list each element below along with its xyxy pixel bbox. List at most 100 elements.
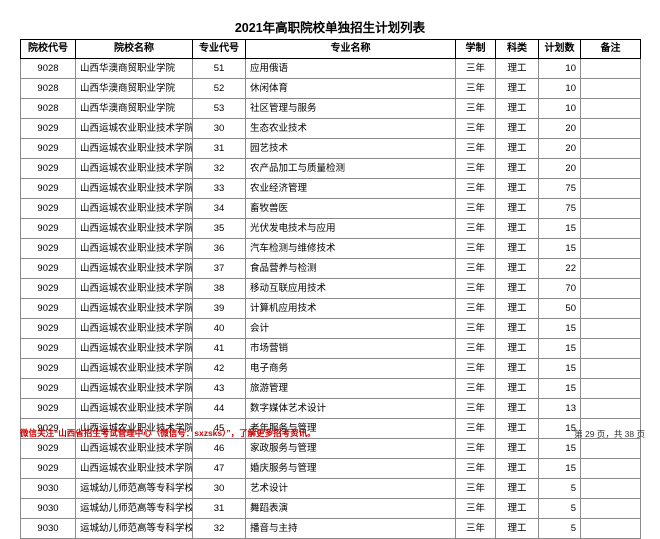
cell-remark	[580, 218, 641, 239]
cell-plan-count: 13	[538, 398, 581, 419]
cell-duration: 三年	[455, 178, 496, 199]
cell-major-name: 会计	[245, 318, 456, 339]
cell-school-name: 山西运城农业职业技术学院	[75, 298, 193, 319]
cell-category: 理工	[495, 518, 539, 539]
cell-school-name: 山西运城农业职业技术学院	[75, 278, 193, 299]
column-header-major-name: 专业名称	[245, 39, 456, 59]
cell-remark	[580, 178, 641, 199]
cell-school-code: 9028	[20, 58, 76, 79]
cell-plan-count: 75	[538, 198, 581, 219]
wechat-follow-note: 微信关注“山西省招生考试管理中心（微信号：sxzsks）”，了解更多招考资讯。	[20, 428, 316, 438]
table-row: 9029 山西运城农业职业技术学院 40 会计 三年 理工 15	[20, 318, 641, 339]
cell-school-code: 9028	[20, 98, 76, 119]
cell-category: 理工	[495, 458, 539, 479]
cell-major-code: 32	[192, 158, 246, 179]
cell-duration: 三年	[455, 278, 496, 299]
cell-duration: 三年	[455, 198, 496, 219]
cell-remark	[580, 398, 641, 419]
cell-school-code: 9029	[20, 238, 76, 259]
cell-plan-count: 50	[538, 298, 581, 319]
cell-remark	[580, 58, 641, 79]
cell-major-name: 农产品加工与质量检测	[245, 158, 456, 179]
cell-major-code: 31	[192, 498, 246, 519]
table-row: 9029 山西运城农业职业技术学院 39 计算机应用技术 三年 理工 50	[20, 298, 641, 319]
cell-remark	[580, 98, 641, 119]
cell-major-code: 42	[192, 358, 246, 379]
cell-plan-count: 15	[538, 458, 581, 479]
cell-school-code: 9030	[20, 518, 76, 539]
cell-remark	[580, 298, 641, 319]
cell-duration: 三年	[455, 418, 496, 439]
cell-duration: 三年	[455, 118, 496, 139]
cell-duration: 三年	[455, 238, 496, 259]
table-row: 9029 山西运城农业职业技术学院 38 移动互联应用技术 三年 理工 70	[20, 278, 641, 299]
cell-major-code: 43	[192, 378, 246, 399]
cell-duration: 三年	[455, 218, 496, 239]
page-number-label: 第 29 页，共 38 页	[574, 429, 645, 439]
cell-major-code: 30	[192, 118, 246, 139]
table-row: 9029 山西运城农业职业技术学院 47 婚庆服务与管理 三年 理工 15	[20, 458, 641, 479]
cell-category: 理工	[495, 258, 539, 279]
plan-table-container: 院校代号 院校名称 专业代号 专业名称 学制 科类 计划数 备注 9028 山西华…	[20, 39, 641, 539]
table-row: 9029 山西运城农业职业技术学院 33 农业经济管理 三年 理工 75	[20, 178, 641, 199]
cell-major-name: 农业经济管理	[245, 178, 456, 199]
cell-major-code: 41	[192, 338, 246, 359]
cell-school-code: 9029	[20, 178, 76, 199]
cell-school-name: 运城幼儿师范高等专科学校	[75, 518, 193, 539]
cell-plan-count: 15	[538, 338, 581, 359]
cell-duration: 三年	[455, 378, 496, 399]
cell-school-name: 山西运城农业职业技术学院	[75, 198, 193, 219]
cell-school-name: 山西运城农业职业技术学院	[75, 138, 193, 159]
table-row: 9029 山西运城农业职业技术学院 43 旅游管理 三年 理工 15	[20, 378, 641, 399]
cell-major-name: 光伏发电技术与应用	[245, 218, 456, 239]
cell-remark	[580, 278, 641, 299]
cell-major-code: 31	[192, 138, 246, 159]
cell-duration: 三年	[455, 158, 496, 179]
cell-school-code: 9029	[20, 218, 76, 239]
cell-duration: 三年	[455, 438, 496, 459]
table-row: 9028 山西华澳商贸职业学院 52 休闲体育 三年 理工 10	[20, 78, 641, 99]
cell-duration: 三年	[455, 298, 496, 319]
cell-category: 理工	[495, 398, 539, 419]
cell-remark	[580, 158, 641, 179]
cell-remark	[580, 318, 641, 339]
cell-remark	[580, 358, 641, 379]
cell-school-code: 9029	[20, 118, 76, 139]
cell-major-code: 47	[192, 458, 246, 479]
cell-remark	[580, 138, 641, 159]
cell-major-name: 移动互联应用技术	[245, 278, 456, 299]
cell-school-name: 山西运城农业职业技术学院	[75, 358, 193, 379]
cell-category: 理工	[495, 358, 539, 379]
cell-major-name: 家政服务与管理	[245, 438, 456, 459]
cell-plan-count: 20	[538, 118, 581, 139]
cell-category: 理工	[495, 118, 539, 139]
cell-plan-count: 5	[538, 478, 581, 499]
cell-school-name: 山西运城农业职业技术学院	[75, 398, 193, 419]
cell-school-name: 山西运城农业职业技术学院	[75, 238, 193, 259]
cell-major-code: 40	[192, 318, 246, 339]
cell-category: 理工	[495, 478, 539, 499]
column-header-school-code: 院校代号	[20, 39, 76, 59]
table-row: 9029 山西运城农业职业技术学院 31 园艺技术 三年 理工 20	[20, 138, 641, 159]
cell-school-name: 山西运城农业职业技术学院	[75, 438, 193, 459]
cell-major-name: 应用俄语	[245, 58, 456, 79]
cell-category: 理工	[495, 78, 539, 99]
cell-duration: 三年	[455, 318, 496, 339]
cell-plan-count: 10	[538, 78, 581, 99]
cell-category: 理工	[495, 278, 539, 299]
table-row: 9029 山西运城农业职业技术学院 44 数字媒体艺术设计 三年 理工 13	[20, 398, 641, 419]
cell-plan-count: 10	[538, 58, 581, 79]
cell-remark	[580, 478, 641, 499]
cell-major-code: 53	[192, 98, 246, 119]
document-page: 2021年高职院校单独招生计划列表 院校代号 院校名称 专业代号 专业名称 学制…	[20, 21, 645, 539]
cell-plan-count: 15	[538, 358, 581, 379]
cell-major-name: 休闲体育	[245, 78, 456, 99]
cell-remark	[580, 258, 641, 279]
cell-duration: 三年	[455, 458, 496, 479]
cell-category: 理工	[495, 238, 539, 259]
cell-major-name: 旅游管理	[245, 378, 456, 399]
cell-major-code: 30	[192, 478, 246, 499]
cell-category: 理工	[495, 438, 539, 459]
column-header-category: 科类	[495, 39, 539, 59]
cell-school-code: 9030	[20, 478, 76, 499]
